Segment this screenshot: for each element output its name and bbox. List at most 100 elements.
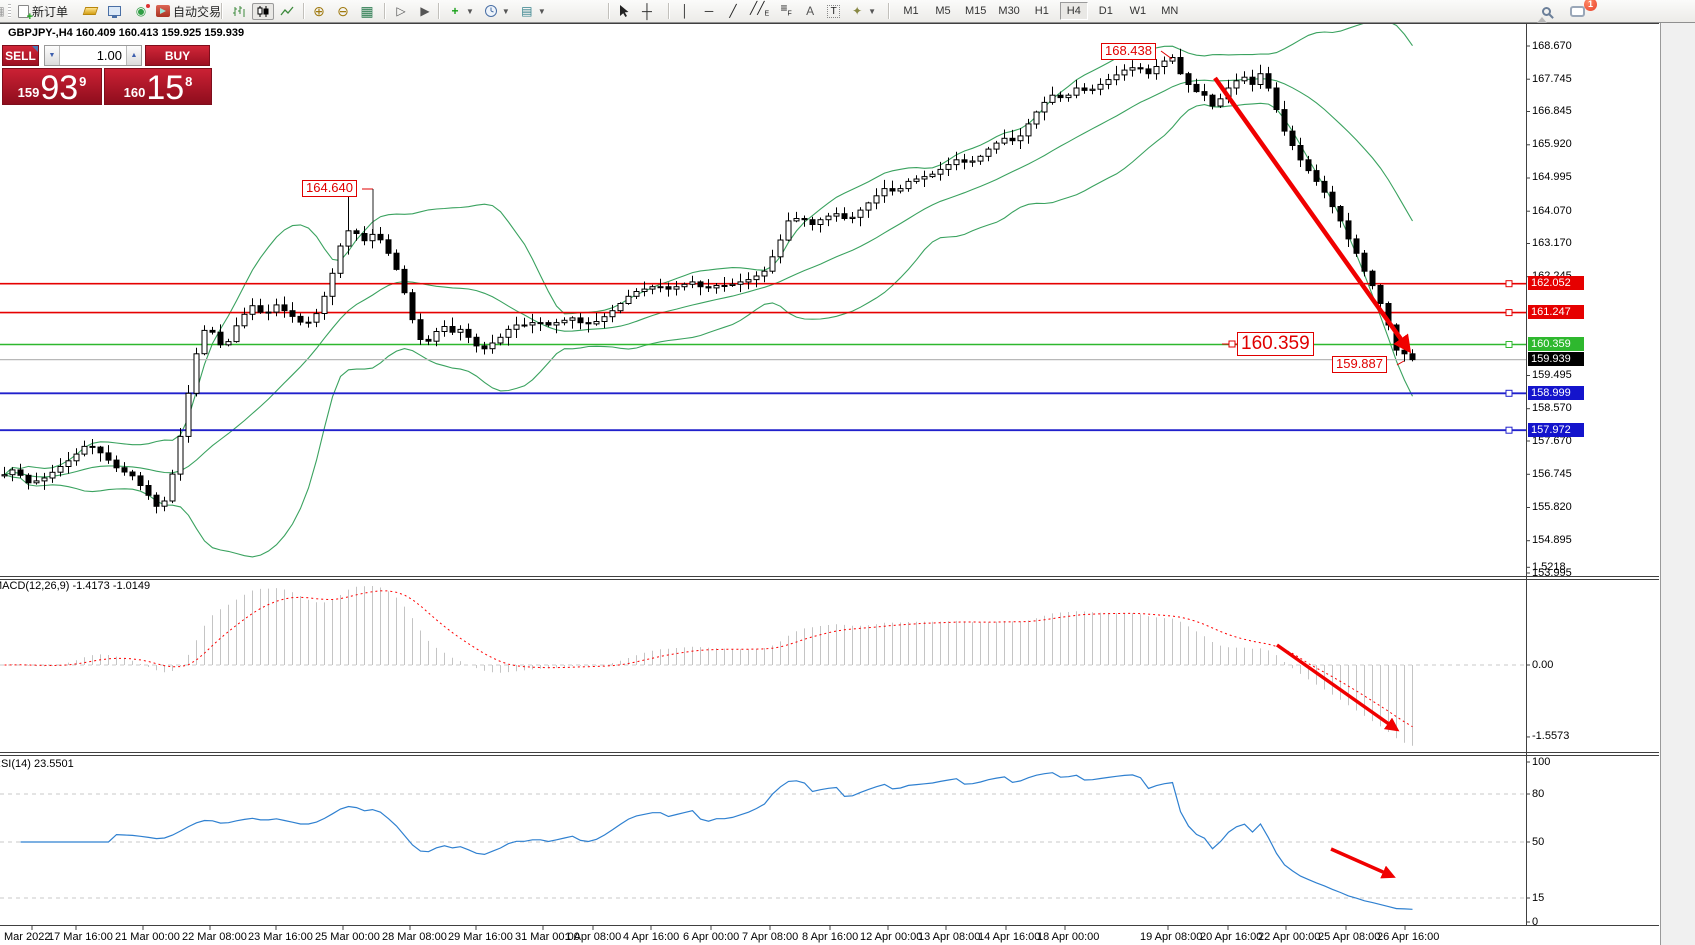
arrows-tool[interactable]: ✦ ▼: [846, 1, 880, 21]
crosshair-icon: ┼: [642, 3, 652, 19]
monitor-icon: [108, 6, 121, 18]
dropdown-caret-icon: ▼: [868, 6, 877, 16]
low-price-callout[interactable]: 159.887: [1332, 356, 1387, 373]
time-tick-label: 13 Apr 08:00: [918, 931, 981, 943]
timeframe-h1[interactable]: H1: [1034, 5, 1049, 17]
price-tick-label: 153.995: [1532, 566, 1572, 579]
time-tick-label: 26 Apr 16:00: [1377, 931, 1440, 943]
zoom-out-button[interactable]: ⊖: [332, 1, 354, 21]
crosshair-tool-button[interactable]: ┼: [636, 1, 658, 21]
search-button[interactable]: [1538, 5, 1555, 18]
bar-chart-mode-button[interactable]: [228, 3, 250, 20]
buy-price-big: 15: [146, 69, 185, 107]
autotrading-button[interactable]: 自动交易: [152, 1, 225, 22]
chart-shift-icon: ▷: [396, 4, 406, 18]
time-tick-label: 7 Apr 08:00: [742, 931, 799, 943]
price-tick-label: 158.570: [1532, 402, 1572, 415]
signals-button[interactable]: ◉: [130, 1, 152, 21]
horizontal-line-tool[interactable]: ─: [698, 1, 720, 21]
line-chart-mode-button[interactable]: [276, 3, 298, 20]
timeframe-m30[interactable]: M30: [998, 5, 1020, 17]
toolbar-separator: [668, 3, 670, 19]
sell-button[interactable]: SELL: [2, 45, 39, 66]
candles: [1, 48, 1416, 514]
trendline-icon: ╱: [729, 4, 737, 18]
trendline-tool[interactable]: ╱: [722, 1, 744, 21]
rsi-tick-label: 80: [1532, 787, 1545, 800]
chart-shift-button[interactable]: ▷: [390, 1, 412, 21]
time-tick-label: Mar 2022: [4, 931, 51, 943]
new-order-icon: [18, 4, 33, 23]
timeframe-m5[interactable]: M5: [935, 5, 951, 17]
time-tick-label: 12 Apr 00:00: [860, 931, 923, 943]
notification-badge: 1: [1584, 0, 1597, 11]
volume-increase-button[interactable]: ▲: [126, 46, 141, 65]
price-tick-label: 164.070: [1532, 204, 1572, 217]
indicators-button[interactable]: + ▼: [444, 1, 478, 21]
candlestick-mode-button[interactable]: [252, 2, 274, 20]
bollinger-bands: [4, 24, 1413, 558]
level-price-callout[interactable]: 160.359: [1237, 332, 1314, 356]
vertical-line-tool[interactable]: │: [674, 1, 696, 21]
chart-title: GBPJPY-,H4 160.409 160.413 159.925 159.9…: [8, 27, 245, 39]
buy-button[interactable]: BUY: [145, 45, 210, 66]
time-tick-label: 23 Mar 16:00: [248, 931, 313, 943]
time-tick-label: 25 Apr 08:00: [1318, 931, 1381, 943]
timeframe-m15[interactable]: M15: [965, 5, 987, 17]
price-tick-label: 165.920: [1532, 138, 1572, 151]
rsi-tick-label: 0: [1532, 915, 1539, 928]
window-splitter-handle[interactable]: [1537, 17, 1547, 23]
fibonacci-tool[interactable]: ≡F: [775, 0, 797, 24]
time-tick-label: 20 Apr 16:00: [1200, 931, 1263, 943]
text-tool[interactable]: A: [799, 1, 821, 21]
price-tick-label: 154.895: [1532, 534, 1572, 547]
text-label-tool[interactable]: T: [823, 3, 844, 20]
timeframe-w1[interactable]: W1: [1129, 5, 1147, 17]
sell-price[interactable]: 159 93 9: [2, 68, 102, 105]
horizontal-level-lines[interactable]: [0, 280, 1526, 434]
mid-high-price-callout[interactable]: 164.640: [302, 180, 357, 197]
templates-button[interactable]: ▤ ▼: [516, 1, 550, 21]
new-order-button[interactable]: 新订单: [14, 1, 72, 23]
toolbar-separator: [221, 3, 223, 19]
timeframe-mn[interactable]: MN: [1161, 5, 1179, 17]
trend-arrows[interactable]: [1213, 76, 1412, 879]
time-tick-label: 6 Apr 00:00: [683, 931, 740, 943]
buy-price-small: 160: [123, 85, 146, 100]
periods-button[interactable]: ▼: [480, 2, 514, 20]
axis-ticks: [31, 45, 1530, 930]
bar-chart-icon: [233, 5, 245, 17]
clock-icon: [484, 5, 497, 17]
toolbar-separator: [608, 3, 610, 19]
volume-decrease-button[interactable]: ▼: [45, 46, 60, 65]
time-tick-label: 22 Apr 00:00: [1258, 931, 1321, 943]
zoom-in-button[interactable]: ⊕: [308, 1, 330, 21]
chart-frame: [0, 23, 1659, 926]
arrows-icon: ✦: [852, 4, 863, 18]
macd-label: MACD(12,26,9) -1.4173 -1.0149: [0, 580, 151, 592]
text-icon: A: [806, 4, 815, 18]
time-tick-label: 19 Apr 08:00: [1140, 931, 1203, 943]
timeframe-d1[interactable]: D1: [1098, 5, 1113, 17]
tile-windows-button[interactable]: ▦: [356, 1, 378, 21]
autotrading-label: 自动交易: [173, 4, 222, 19]
buy-price[interactable]: 160 15 8: [104, 68, 212, 105]
high-price-callout[interactable]: 168.438: [1101, 43, 1156, 60]
buy-price-sup: 8: [185, 74, 193, 89]
timeframe-m1[interactable]: M1: [903, 5, 919, 17]
search-icon: [1542, 6, 1551, 16]
timeframe-h4[interactable]: H4: [1059, 2, 1088, 20]
cursor-tool-button[interactable]: [614, 2, 634, 20]
time-tick-label: 25 Mar 00:00: [315, 931, 380, 943]
channel-tool[interactable]: ╱╱E: [746, 0, 773, 24]
template-icon: ▤: [521, 4, 533, 18]
terminal-button[interactable]: [104, 4, 125, 18]
toolbar-separator: [384, 3, 386, 19]
auto-scroll-button[interactable]: ▶: [414, 1, 436, 21]
macd-indicator: [0, 586, 1526, 746]
price-level-badge: 159.939: [1528, 352, 1584, 367]
volume-input[interactable]: [60, 46, 126, 65]
notifications-button[interactable]: 1: [1566, 0, 1597, 19]
price-level-badge: 158.999: [1528, 385, 1584, 400]
